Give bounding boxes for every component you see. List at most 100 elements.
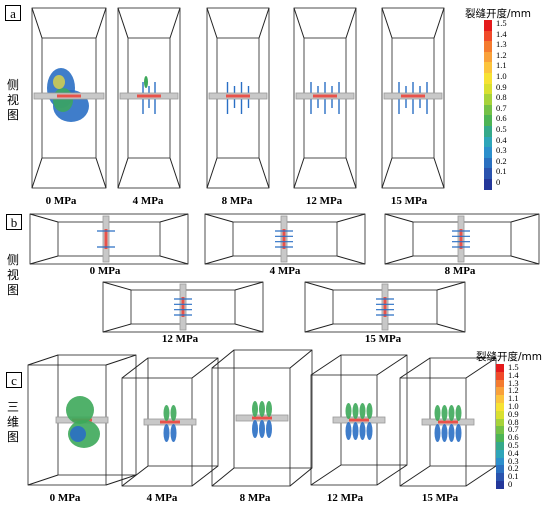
box-edge — [293, 7, 305, 39]
box-edge — [206, 7, 218, 39]
legend-tick-label: 1.1 — [508, 393, 519, 404]
fracture-cluster — [252, 420, 258, 438]
panel-c-label: c — [6, 372, 22, 388]
3d-box-edge — [27, 474, 59, 486]
3d-box-edge — [191, 465, 219, 487]
legend-tick-label: 0.6 — [508, 432, 519, 443]
box-edge — [169, 157, 181, 189]
legend-tick-label: 0.8 — [496, 92, 507, 103]
panel-a-caption: 12 MPa — [305, 195, 343, 207]
box-edge — [381, 7, 393, 39]
box-edge — [510, 255, 540, 265]
fracture-cluster — [53, 88, 73, 112]
panel-a-caption: 15 MPa — [390, 195, 428, 207]
legend-tick-label: 0.3 — [508, 455, 519, 466]
legend-tick-label: 0.7 — [496, 102, 507, 113]
3d-box-edge — [27, 354, 59, 366]
legend-tick-label: 0.6 — [496, 113, 507, 124]
side-view-box-outer — [381, 7, 445, 189]
legend-color-swatch — [496, 387, 504, 396]
fracture-cluster — [366, 422, 373, 440]
fracture-cluster — [455, 405, 462, 421]
perforation-zone — [401, 94, 425, 98]
perforation-zone — [313, 94, 337, 98]
box-edge — [95, 157, 107, 189]
legend-color-swatch — [496, 410, 504, 419]
panel-b-caption: 8 MPa — [444, 265, 476, 277]
panel-c-caption: 12 MPa — [326, 492, 364, 504]
box-edge — [117, 157, 129, 189]
3d-box-edge — [121, 357, 149, 379]
3d-box-front — [211, 367, 291, 487]
legend-tick-label: 0 — [496, 177, 501, 187]
legend-tick-label: 0.5 — [508, 440, 519, 450]
3d-box-edge — [289, 467, 313, 487]
legend-color-swatch — [484, 147, 492, 158]
legend-color-swatch — [496, 403, 504, 411]
panel-b-caption: 0 MPa — [89, 265, 121, 277]
fracture-cluster — [266, 420, 272, 438]
3d-box-edge — [310, 464, 342, 486]
fracture-cluster — [434, 424, 441, 442]
panel-a-side-char: 侧 — [6, 78, 19, 92]
legend-tick-label: 1.5 — [508, 362, 519, 372]
side-view-box-outer — [304, 281, 466, 333]
3d-box-front — [399, 377, 467, 487]
legend-tick-label: 0.4 — [508, 447, 519, 458]
fracture-cluster — [455, 424, 462, 442]
box-edge — [204, 255, 234, 265]
3d-box-front — [310, 374, 378, 486]
legend-tick-label: 0.1 — [496, 166, 507, 177]
legend-color-swatch — [496, 371, 504, 380]
legend-tick-label: 0 — [508, 479, 513, 489]
box-edge — [31, 157, 43, 189]
fracture-cluster — [448, 405, 455, 421]
legend-color-swatch — [496, 379, 504, 388]
legend-color-swatch — [484, 104, 492, 116]
perforation-zone — [226, 94, 250, 98]
legend-tick-label: 1.0 — [508, 401, 519, 411]
box-edge — [433, 7, 445, 39]
box-edge — [304, 323, 334, 333]
3d-box-front — [121, 377, 193, 487]
perforation-zone — [137, 94, 161, 98]
legend-color-swatch — [484, 168, 492, 179]
panel-b-side-char: 图 — [6, 283, 19, 297]
legend-color-swatch — [484, 115, 492, 126]
fracture-cluster — [66, 396, 94, 424]
box-edge — [29, 255, 59, 265]
legend-tick-label: 1.1 — [496, 60, 507, 71]
legend-tick-label: 1.4 — [496, 28, 507, 39]
box-edge — [204, 213, 234, 223]
side-view-box-outer — [31, 7, 107, 189]
3d-box-edge — [289, 349, 313, 369]
panel-b-caption: 4 MPa — [269, 265, 301, 277]
fracture-cluster — [441, 424, 448, 442]
panel-b-side-char: 侧 — [6, 253, 19, 267]
fracture-cluster — [266, 401, 272, 417]
panel-a-side-label: 侧 视 图 — [6, 78, 20, 123]
legend-tick-label: 0.4 — [496, 134, 507, 145]
panel-c-side-char: 图 — [6, 430, 19, 444]
legend-color-swatch — [496, 473, 504, 481]
3d-box-edge — [310, 354, 342, 376]
fracture-cluster — [53, 75, 65, 89]
box-edge — [336, 213, 366, 223]
box-edge — [510, 213, 540, 223]
panel-a-caption: 4 MPa — [132, 195, 164, 207]
box-edge — [436, 323, 466, 333]
legend-color-swatch — [484, 73, 492, 84]
legend-tick-label: 1.3 — [496, 39, 507, 50]
perforation-zone — [252, 416, 272, 420]
box-edge — [336, 255, 366, 265]
perforation-zone — [459, 229, 463, 249]
legend-color-swatch — [484, 51, 492, 63]
box-edge — [345, 157, 357, 189]
legend-tick-label: 0.8 — [508, 416, 519, 427]
legend-color-swatch — [496, 457, 504, 466]
legend-color-swatch — [496, 465, 504, 474]
box-edge — [31, 7, 43, 39]
fracture-cluster — [352, 422, 359, 440]
